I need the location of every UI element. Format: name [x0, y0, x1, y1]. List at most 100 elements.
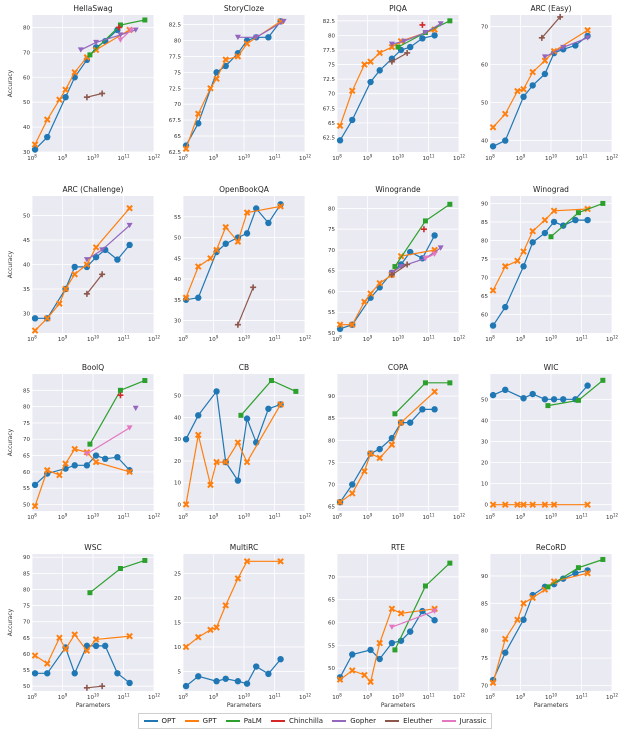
y-tick-label: 5: [178, 669, 182, 675]
data-point: [250, 284, 257, 291]
data-point: [31, 670, 39, 677]
data-point: [376, 454, 384, 462]
data-point: [407, 43, 414, 51]
y-tick-label: 60: [23, 470, 30, 476]
data-point: [388, 43, 396, 51]
data-point: [520, 395, 527, 402]
data-point: [431, 388, 438, 395]
y-tick-label: 60: [23, 75, 30, 81]
data-point: [92, 458, 100, 466]
data-point: [541, 57, 549, 64]
data-point: [584, 216, 591, 224]
subplot-winograd: Winograd 60 65 70 75 80 85 90 108 109 1010 1011 1012: [481, 185, 618, 343]
legend-swatch: [225, 720, 240, 722]
data-point: [194, 110, 202, 118]
x-tick-label: 108: [27, 693, 37, 702]
data-point: [277, 401, 284, 408]
data-point: [584, 501, 591, 508]
subplot-winogrande: Winogrande 50 55 60 65 70 75 80 108 109 1010 1011 10…: [328, 185, 465, 343]
data-point: [71, 68, 79, 76]
data-point: [194, 633, 202, 641]
x-tick-label: 1010: [545, 693, 558, 702]
x-tick-label: 1011: [575, 513, 588, 522]
data-point: [114, 670, 121, 677]
x-tick-label: 1011: [117, 335, 130, 344]
data-point: [520, 600, 527, 607]
y-tick-label: 30: [174, 319, 181, 325]
data-point: [195, 120, 202, 127]
legend-label: OPT: [161, 717, 176, 725]
data-point: [213, 624, 220, 631]
x-tick-label: 1011: [117, 693, 130, 702]
series-line: [185, 404, 282, 505]
data-point: [234, 477, 242, 484]
data-point: [71, 445, 79, 453]
data-point: [56, 96, 63, 103]
x-tick-label: 1011: [422, 335, 435, 344]
data-point: [142, 557, 148, 563]
data-point: [489, 123, 497, 131]
data-point: [336, 676, 344, 683]
data-point: [222, 240, 229, 247]
data-point: [83, 647, 91, 655]
y-tick-label: 60: [23, 652, 30, 658]
data-point: [71, 631, 79, 638]
y-tick-label: 60: [328, 289, 335, 295]
data-point: [83, 261, 91, 268]
data-point: [117, 22, 123, 28]
x-tick-label: 109: [516, 335, 526, 344]
x-tick-label: 1010: [392, 335, 405, 344]
data-point: [541, 501, 549, 508]
data-point: [71, 263, 78, 271]
data-point: [126, 222, 133, 229]
series-line: [391, 52, 408, 63]
data-point: [437, 245, 444, 251]
data-point: [234, 34, 241, 41]
series-gopher: [541, 35, 591, 60]
data-point: [376, 279, 384, 287]
series-chinchilla: [117, 392, 124, 399]
data-point: [388, 605, 396, 613]
data-point: [361, 467, 368, 475]
y-tick-label: 0: [178, 502, 182, 508]
x-tick-label: 1010: [545, 154, 558, 163]
y-tick-label: 75: [328, 460, 335, 466]
series-palm: [392, 560, 453, 653]
data-point: [92, 636, 100, 643]
data-point: [234, 321, 241, 328]
series-jurassic: [422, 251, 438, 262]
data-point: [419, 406, 426, 413]
series-gpt: [31, 631, 133, 667]
data-point: [419, 35, 426, 42]
y-tick-label: 50: [481, 101, 488, 107]
data-point: [572, 216, 579, 224]
data-point: [234, 53, 242, 60]
data-point: [194, 263, 202, 270]
subplot-title: ARC (Easy): [530, 4, 571, 13]
legend-label: Chinchilla: [288, 717, 324, 725]
x-tick-label: 1011: [575, 693, 588, 702]
x-tick-label: 1012: [148, 335, 161, 344]
y-tick-label: 50: [23, 214, 30, 220]
x-tick-label: 108: [485, 335, 495, 344]
data-point: [529, 501, 537, 508]
data-point: [83, 642, 91, 650]
y-tick-label: 10: [174, 481, 181, 487]
data-point: [99, 271, 106, 278]
data-point: [584, 35, 591, 41]
x-tick-label: 1011: [575, 335, 588, 344]
data-point: [575, 397, 581, 403]
x-tick-label: 109: [363, 513, 373, 522]
subplot-record: ReCoRD 70 75 80 85 90 108 109 1010 1011 1012 Parame…: [481, 543, 618, 709]
data-point: [349, 481, 356, 488]
data-point: [92, 253, 100, 261]
legend-swatch: [270, 720, 285, 722]
x-tick-label: 108: [178, 693, 188, 702]
data-point: [194, 431, 202, 439]
data-point: [489, 391, 497, 399]
x-tick-label: 1012: [453, 154, 466, 163]
subplot-wic: WIC 0 10 20 30 40 50 108 109 1010 1011 1012: [481, 363, 618, 521]
data-point: [431, 251, 438, 257]
data-point: [361, 298, 368, 306]
data-point: [397, 610, 405, 617]
